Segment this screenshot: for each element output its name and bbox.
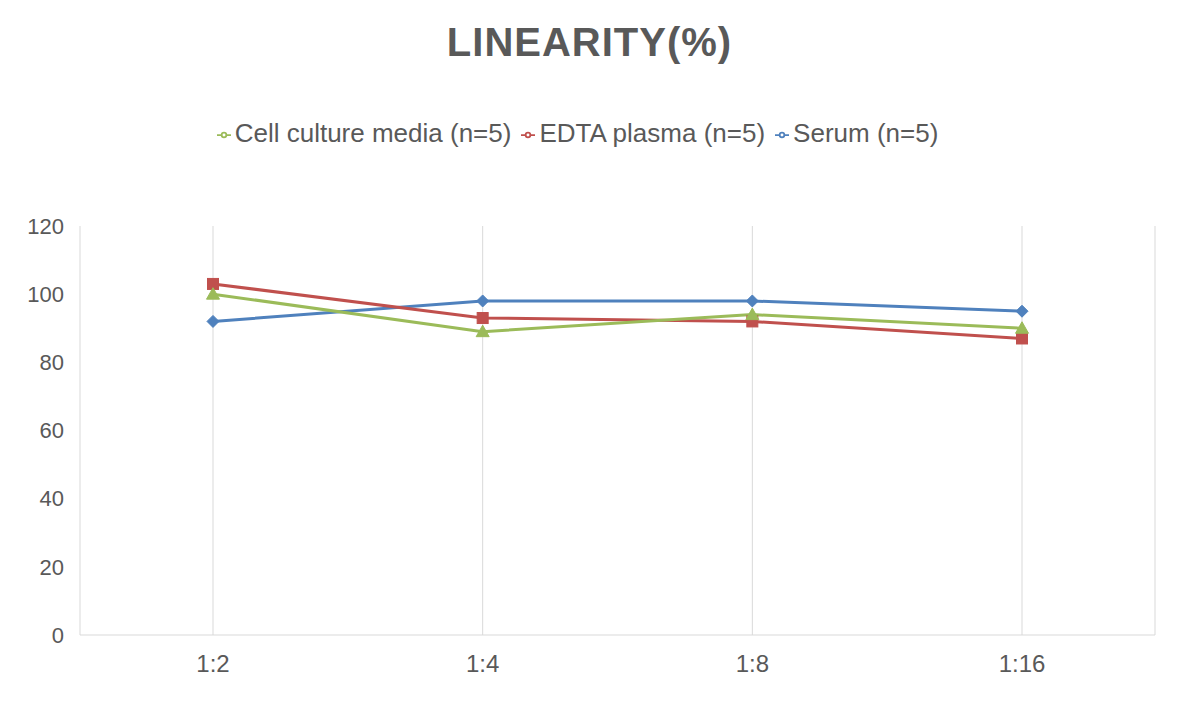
svg-text:1:2: 1:2 [196, 650, 229, 677]
svg-text:1:8: 1:8 [736, 650, 769, 677]
html-text:Cell culture media (n=5): Cell culture media (n=5) [234, 118, 512, 148]
svg-text:1:16: 1:16 [999, 650, 1046, 677]
svg-text:120: 120 [27, 214, 64, 239]
html-text:LINEARITY(%): LINEARITY(%) [446, 20, 733, 64]
svg-text:80: 80 [40, 350, 64, 375]
svg-text:100: 100 [27, 282, 64, 307]
svg-text:40: 40 [40, 486, 64, 511]
svg-text:20: 20 [40, 555, 64, 580]
html-text:EDTA plasma (n=5): EDTA plasma (n=5) [539, 118, 766, 148]
svg-text:60: 60 [40, 418, 64, 443]
svg-text:1:4: 1:4 [466, 650, 499, 677]
html-text:Serum (n=5): Serum (n=5) [793, 118, 939, 148]
svg-text:0: 0 [52, 623, 64, 648]
